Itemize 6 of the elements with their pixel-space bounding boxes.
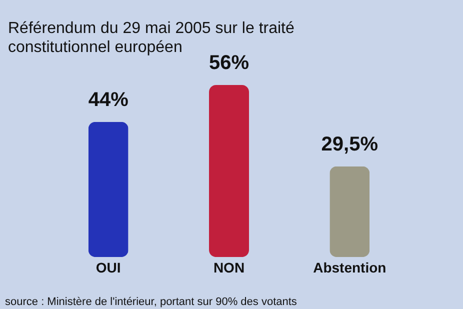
x-tick-label: NON xyxy=(213,260,245,276)
x-tick-label: OUI xyxy=(96,260,121,276)
x-tick-label: Abstention xyxy=(313,260,386,276)
data-label: 29,5% xyxy=(321,133,378,156)
data-label: 44% xyxy=(88,88,129,111)
source-note: source : Ministère de l'intérieur, portant sur 90% des votants xyxy=(5,296,298,308)
